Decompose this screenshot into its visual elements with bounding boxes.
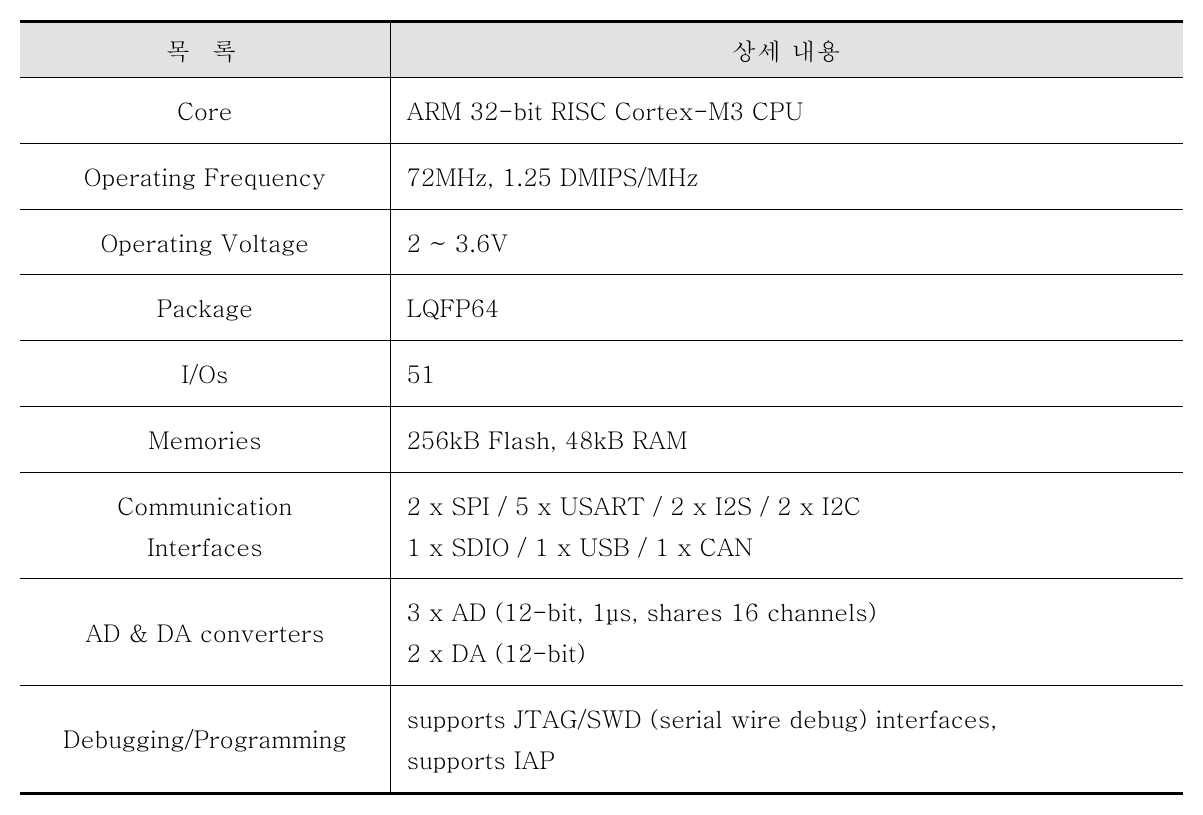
row-value: 2 ~ 3.6V <box>390 209 1183 275</box>
header-col-1: 목 록 <box>20 22 390 78</box>
row-value: 256kB Flash, 48kB RAM <box>390 406 1183 472</box>
value-line-2: 2 x DA (12-bit) <box>407 632 1168 673</box>
row-value: LQFP64 <box>390 275 1183 341</box>
table-row: Core ARM 32-bit RISC Cortex-M3 CPU <box>20 78 1183 144</box>
table-row: Memories 256kB Flash, 48kB RAM <box>20 406 1183 472</box>
row-label: Debugging/Programming <box>20 685 390 793</box>
row-value: 2 x SPI / 5 x USART / 2 x I2S / 2 x I2C … <box>390 472 1183 579</box>
table-row: AD & DA converters 3 x AD (12-bit, 1μs, … <box>20 579 1183 686</box>
value-line-1: supports JTAG/SWD (serial wire debug) in… <box>407 698 1168 739</box>
value-line-2: supports IAP <box>407 739 1168 780</box>
table-header-row: 목 록 상세 내용 <box>20 22 1183 78</box>
row-label: Package <box>20 275 390 341</box>
row-label: Operating Voltage <box>20 209 390 275</box>
row-value: 3 x AD (12-bit, 1μs, shares 16 channels)… <box>390 579 1183 686</box>
value-line-1: 3 x AD (12-bit, 1μs, shares 16 channels) <box>407 591 1168 632</box>
row-label: Memories <box>20 406 390 472</box>
row-label: AD & DA converters <box>20 579 390 686</box>
table-row: Package LQFP64 <box>20 275 1183 341</box>
spec-table: 목 록 상세 내용 Core ARM 32-bit RISC Cortex-M3… <box>20 20 1183 795</box>
table-row: Debugging/Programming supports JTAG/SWD … <box>20 685 1183 793</box>
table-row: Operating Frequency 72MHz, 1.25 DMIPS/MH… <box>20 143 1183 209</box>
value-line-1: 2 x SPI / 5 x USART / 2 x I2S / 2 x I2C <box>407 485 1168 526</box>
table-row: I/Os 51 <box>20 341 1183 407</box>
header-col-2: 상세 내용 <box>390 22 1183 78</box>
label-line-1: Communication <box>36 485 374 526</box>
row-value: 72MHz, 1.25 DMIPS/MHz <box>390 143 1183 209</box>
row-value: ARM 32-bit RISC Cortex-M3 CPU <box>390 78 1183 144</box>
value-line-2: 1 x SDIO / 1 x USB / 1 x CAN <box>407 526 1168 567</box>
label-line-2: Interfaces <box>36 526 374 567</box>
row-label: Operating Frequency <box>20 143 390 209</box>
row-value: supports JTAG/SWD (serial wire debug) in… <box>390 685 1183 793</box>
row-label: Communication Interfaces <box>20 472 390 579</box>
row-label: Core <box>20 78 390 144</box>
table-row: Operating Voltage 2 ~ 3.6V <box>20 209 1183 275</box>
table-row: Communication Interfaces 2 x SPI / 5 x U… <box>20 472 1183 579</box>
row-label: I/Os <box>20 341 390 407</box>
row-value: 51 <box>390 341 1183 407</box>
